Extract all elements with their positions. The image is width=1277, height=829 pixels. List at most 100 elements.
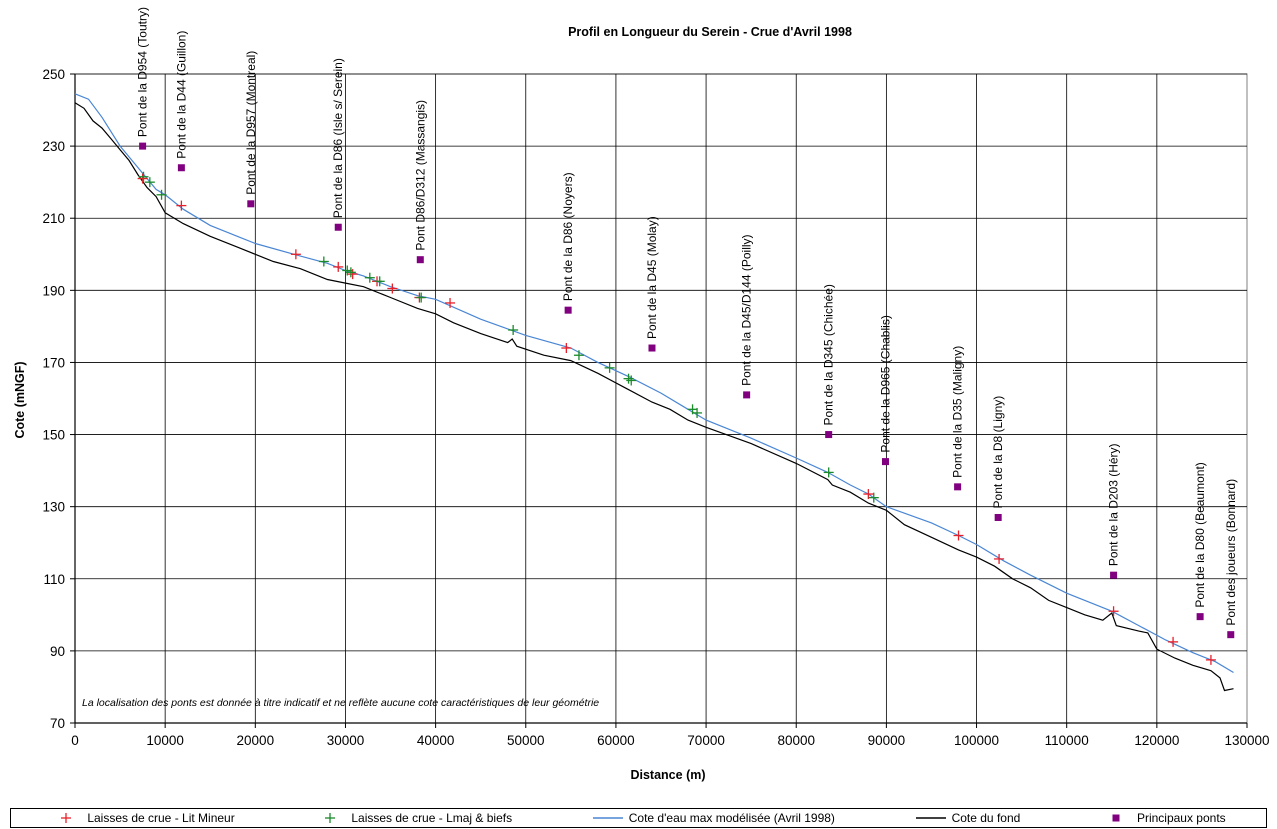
flood-mark-point [692, 407, 703, 418]
y-tick-label: 70 [50, 716, 65, 731]
x-tick-label: 10000 [146, 733, 184, 748]
flood-mark-point [387, 283, 398, 294]
legend-swatch [61, 813, 72, 823]
y-tick-label: 210 [42, 211, 65, 226]
x-tick-label: 30000 [327, 733, 365, 748]
x-tick-label: 70000 [687, 733, 725, 748]
legend-label: Cote du fond [951, 811, 1021, 825]
bridge-point [1227, 631, 1235, 639]
x-axis-label: Distance (m) [630, 768, 705, 782]
x-tick-label: 80000 [777, 733, 815, 748]
bridge-point [994, 513, 1002, 521]
flood-mark-point [1205, 654, 1216, 665]
x-tick-label: 120000 [1134, 733, 1179, 748]
legend-item: Laisses de crue - Lmaj & biefs [315, 811, 512, 825]
bridge-label: Pont de la D86 (Noyers) [561, 172, 575, 301]
flood-mark-point [561, 343, 572, 354]
flood-mark-point [176, 200, 187, 211]
flood-mark-point [573, 350, 584, 361]
bridge-point [743, 391, 751, 399]
bridge-point [954, 483, 962, 491]
bridge-label: Pont de la D86 (Isle s/ Serein) [331, 58, 345, 218]
y-tick-label: 90 [50, 644, 65, 659]
legend-label: Cote d'eau max modélisée (Avril 1998) [628, 811, 835, 825]
bridge-point [139, 142, 147, 150]
series [74, 93, 1235, 692]
bridge-label: Pont de la D954 (Toutry) [136, 7, 150, 137]
legend-item: Cote du fond [915, 811, 1021, 825]
bridge-labels: Pont de la D954 (Toutry) Pont de la D44 (… [136, 7, 1238, 626]
y-tick-label: 130 [42, 500, 65, 515]
bridge-point [648, 344, 656, 352]
bridge-point [1110, 571, 1118, 579]
x-tick-label: 130000 [1224, 733, 1269, 748]
bridge-point [334, 223, 342, 231]
bridge-point [564, 306, 572, 314]
legend: Laisses de crue - Lit Mineur Laisses de c… [10, 808, 1267, 828]
legend-item: Cote d'eau max modélisée (Avril 1998) [592, 811, 835, 825]
flood-mark-point [604, 362, 615, 373]
flood-mark-point [416, 292, 427, 303]
bridge-point [416, 256, 424, 264]
flood-mark-point [156, 189, 167, 200]
flood-mark-point [868, 492, 879, 503]
legend-swatch [592, 817, 623, 819]
legend-item: Principaux ponts [1101, 811, 1226, 825]
flood-mark-point [953, 530, 964, 541]
bridge-label: Pont de la D8 (Ligny) [991, 396, 1005, 509]
chart-title: Profil en Longueur du Serein - Crue d'Av… [568, 25, 852, 39]
legend-swatch [1112, 814, 1120, 822]
bridge-label: Pont de la D45/D144 (Poilly) [740, 234, 754, 385]
y-tick-label: 250 [42, 67, 65, 82]
x-tick-label: 50000 [507, 733, 545, 748]
legend-item: Laisses de crue - Lit Mineur [51, 811, 235, 825]
flood-mark-point [626, 375, 637, 386]
bridge-label: Pont de la D965 (Chablis) [878, 315, 892, 452]
grid [74, 73, 1248, 724]
flood-mark-point [347, 269, 358, 280]
bridge-point [1196, 613, 1204, 621]
flood-mark-point [345, 267, 356, 278]
legend-swatch [325, 813, 336, 823]
x-tick-label: 40000 [417, 733, 455, 748]
y-tick-label: 110 [43, 572, 65, 587]
bridge-label: Pont de la D80 (Beaumont) [1193, 462, 1207, 607]
bridge-point [177, 164, 185, 172]
bridge-label: Pont de la D45 (Molay) [645, 216, 659, 339]
flood-mark-point [1108, 606, 1119, 617]
x-tick-label: 90000 [868, 733, 906, 748]
chart: Profil en Longueur du Serein - Crue d'Av… [13, 7, 1270, 782]
bridge-point [881, 458, 889, 466]
bridge-point [825, 431, 833, 439]
series-line-3 [74, 102, 1234, 692]
bridge-label: Pont de la D44 (Guillon) [174, 31, 188, 159]
bridge-label: Pont de la D35 (Maligny) [951, 346, 965, 478]
flood-mark-point [333, 261, 344, 272]
x-tick-label: 60000 [597, 733, 635, 748]
flood-mark-point [144, 177, 155, 188]
y-tick-label: 170 [42, 355, 65, 370]
flood-mark-point [863, 489, 874, 500]
legend-label: Laisses de crue - Lmaj & biefs [351, 811, 513, 825]
flood-mark-point [364, 272, 375, 283]
x-tick-label: 0 [71, 733, 79, 748]
y-tick-label: 190 [42, 283, 65, 298]
flood-mark-point [823, 467, 834, 478]
bridge-label: Pont D86/D312 (Massangis) [413, 100, 427, 251]
flood-mark-point [138, 171, 149, 182]
flood-mark-point [137, 173, 148, 184]
series-line-2 [74, 93, 1234, 674]
axes: 0 10000 20000 30000 40000 50000 60000 70000 8000… [42, 67, 1269, 748]
flood-mark-point [318, 256, 329, 267]
x-tick-label: 20000 [237, 733, 275, 748]
bridge-label: Pont des joueurs (Bonnard) [1224, 479, 1238, 626]
bridge-point [247, 200, 255, 208]
x-tick-label: 100000 [954, 733, 999, 748]
flood-mark-point [1168, 636, 1179, 647]
y-axis-label: Cote (mNGF) [13, 361, 27, 438]
legend-swatch [915, 817, 946, 819]
bridge-label: Pont de la D957 (Montreal) [244, 51, 258, 195]
x-tick-label: 110000 [1045, 733, 1089, 748]
legend-label: Laisses de crue - Lit Mineur [87, 811, 235, 825]
flood-mark-point [290, 249, 301, 260]
